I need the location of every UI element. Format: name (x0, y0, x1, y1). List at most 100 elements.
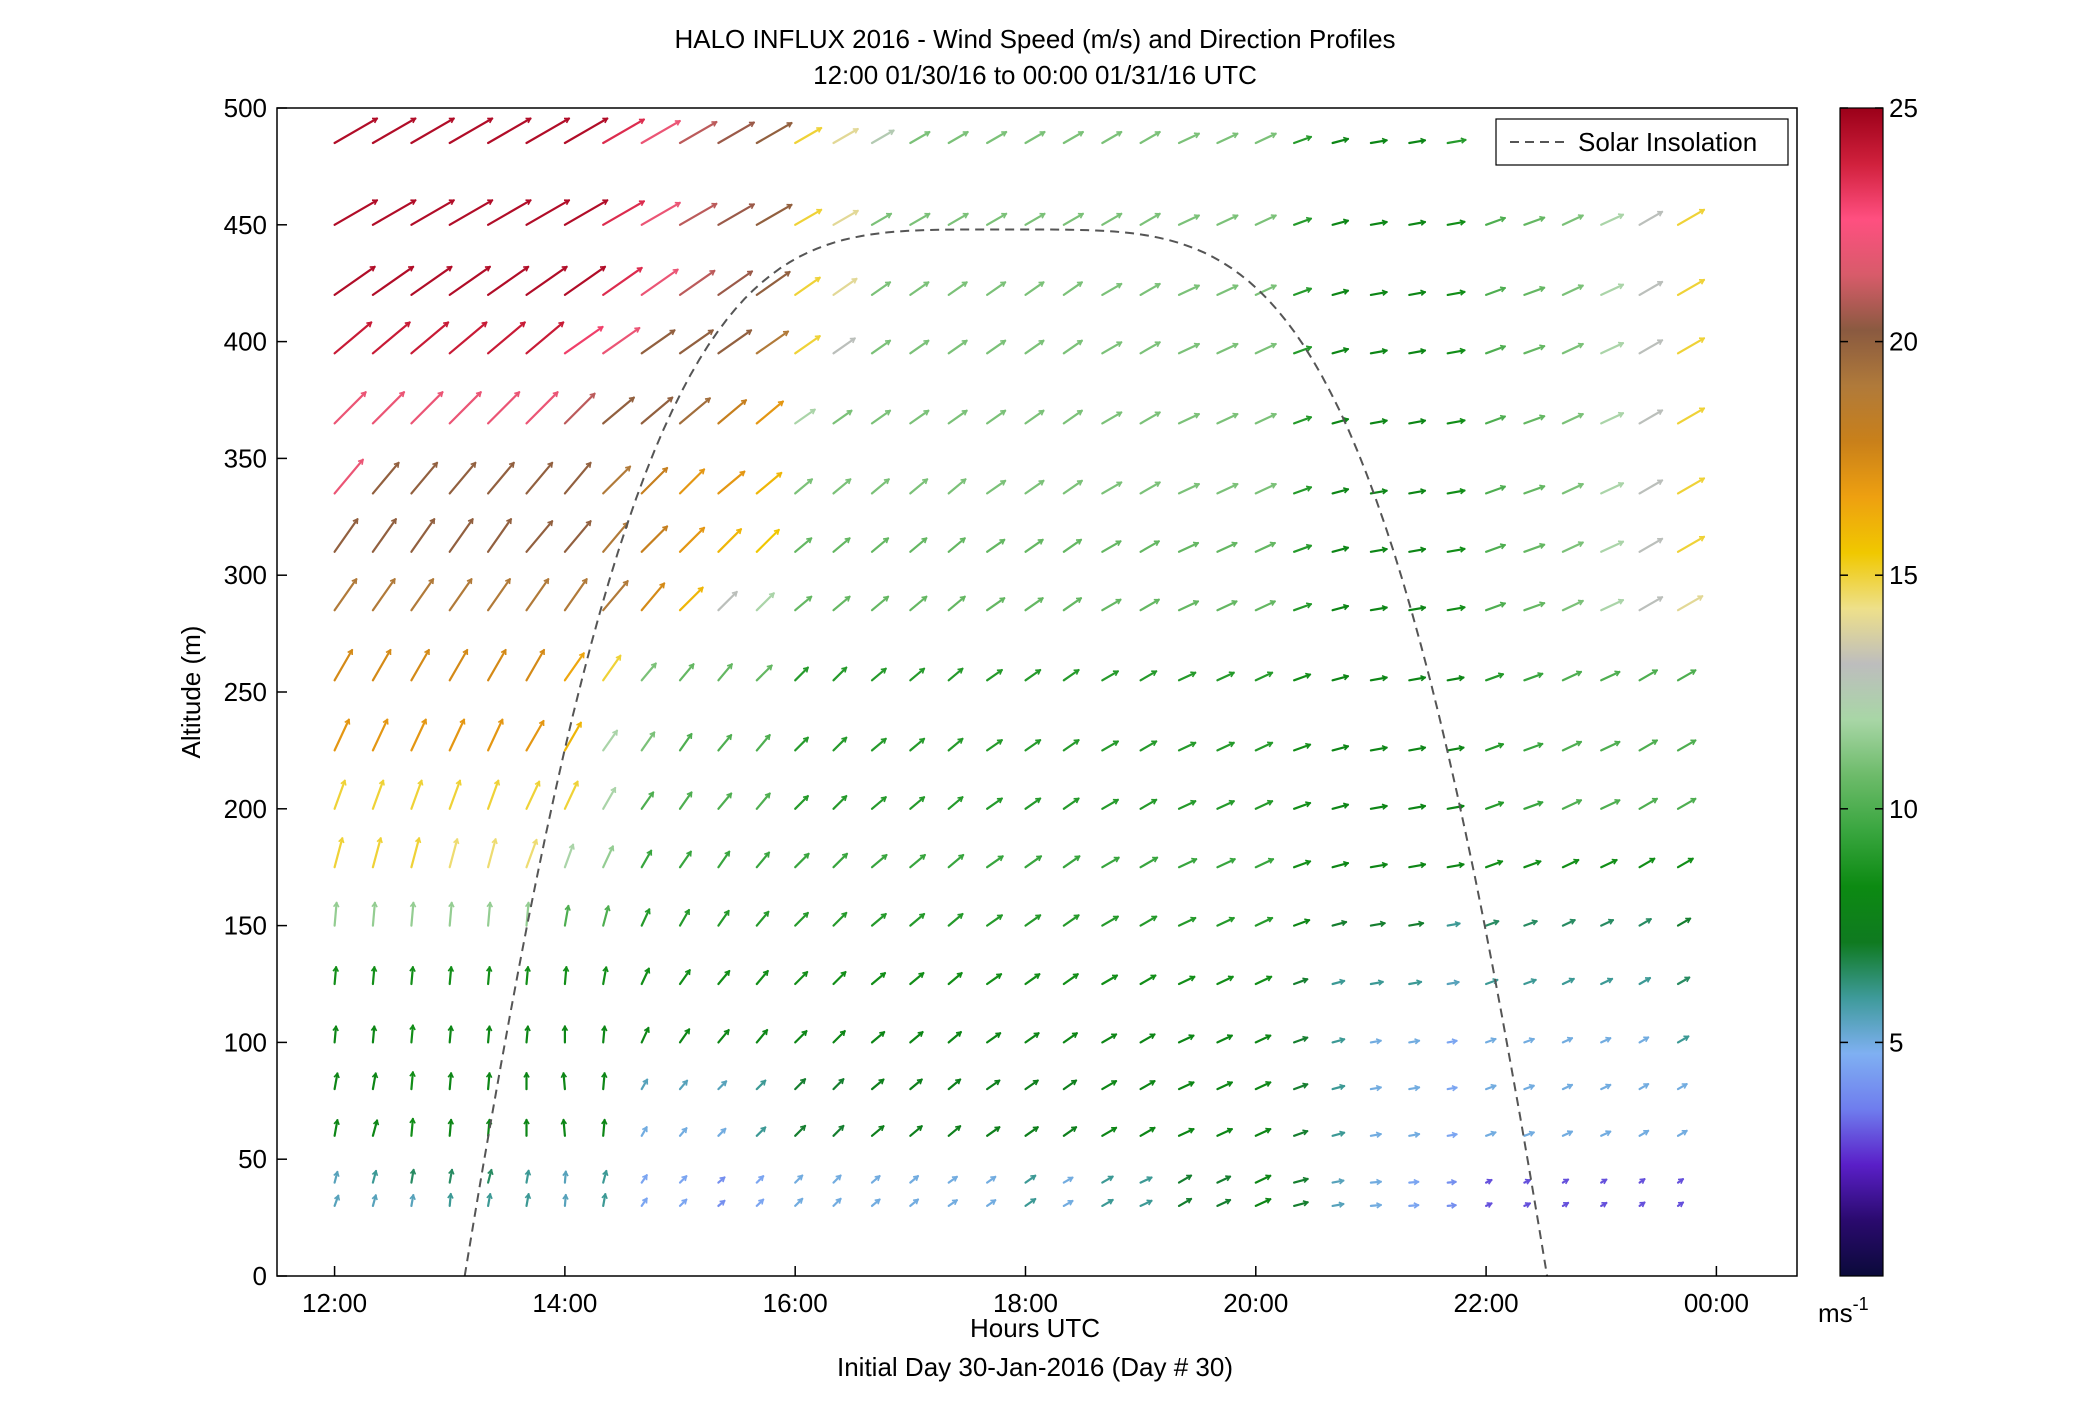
wind-arrow (1024, 668, 1042, 682)
wind-arrow-head (1576, 799, 1582, 802)
wind-arrow (1062, 1032, 1079, 1044)
wind-arrow-head (1499, 601, 1506, 605)
wind-arrow (794, 276, 821, 296)
wind-arrow (1216, 916, 1235, 927)
wind-arrow-head (955, 1125, 961, 1128)
wind-arrow (717, 203, 756, 226)
wind-arrow (1216, 413, 1239, 425)
wind-arrow-head (486, 1193, 491, 1199)
wind-arrow-head (878, 1078, 884, 1082)
wind-arrow (1446, 349, 1466, 355)
wind-arrow (1216, 741, 1235, 752)
wind-arrow-head (589, 392, 595, 396)
wind-arrow (1292, 346, 1313, 355)
wind-arrow (448, 648, 469, 682)
wind-arrow (602, 266, 643, 296)
wind-arrow (1139, 282, 1161, 296)
wind-arrow (1331, 1038, 1346, 1044)
wind-arrow (1139, 1176, 1153, 1184)
wind-arrow (1101, 670, 1120, 682)
wind-arrow-head (1342, 487, 1349, 491)
wind-arrow (563, 199, 609, 226)
wind-arrow (1600, 799, 1621, 810)
wind-arrow-head (955, 1031, 962, 1034)
wind-arrow (1484, 673, 1505, 682)
wind-arrow-head (1530, 978, 1536, 981)
wind-arrow (602, 1192, 607, 1208)
wind-arrow (1216, 483, 1239, 495)
wind-arrow-head (1614, 799, 1620, 802)
wind-arrow (1561, 342, 1584, 355)
wind-arrow (602, 905, 610, 927)
wind-arrow-head (601, 1026, 606, 1031)
wind-arrow-head (481, 321, 487, 324)
wind-arrow-head (1537, 742, 1543, 745)
wind-arrow (640, 1026, 650, 1044)
wind-arrow (1408, 606, 1427, 612)
wind-arrow (525, 901, 530, 927)
wind-arrow (1408, 746, 1427, 752)
wind-arrow-head (1342, 218, 1349, 222)
wind-arrow (1331, 348, 1350, 355)
wind-arrow (1676, 976, 1691, 986)
wind-arrow (755, 203, 793, 226)
y-tick-label: 450 (224, 210, 267, 240)
wind-arrow-head (1497, 742, 1504, 745)
wind-arrow-head (1229, 857, 1235, 860)
wind-arrow-head (601, 1119, 606, 1125)
wind-arrow (832, 337, 856, 355)
wind-arrow-head (519, 321, 525, 324)
wind-arrow (448, 265, 491, 296)
wind-arrow (487, 718, 504, 752)
chart-subtitle: 12:00 01/30/16 to 00:00 01/31/16 UTC (813, 60, 1257, 90)
wind-arrow-head (681, 1175, 687, 1179)
wind-arrow (602, 654, 622, 682)
wind-arrow (487, 321, 526, 355)
wind-arrow-head (797, 1198, 803, 1201)
wind-arrow-head (1232, 132, 1238, 135)
wind-arrow (1062, 668, 1080, 682)
wind-arrow-head (1460, 137, 1466, 141)
wind-arrow-head (524, 1193, 530, 1199)
wind-arrow-head (646, 850, 652, 854)
wind-arrow (1484, 216, 1507, 226)
wind-arrow (794, 1174, 804, 1184)
wind-arrow (640, 119, 681, 145)
wind-arrow (1638, 739, 1659, 752)
wind-arrow (448, 838, 459, 869)
wind-arrow (832, 409, 853, 425)
wind-arrow-head (719, 1200, 725, 1203)
wind-arrow (487, 199, 532, 226)
wind-arrow-head (806, 537, 812, 540)
wind-arrow-head (1459, 546, 1465, 550)
wind-arrow (371, 718, 389, 752)
wind-arrow (1216, 214, 1239, 226)
wind-arrow-head (1342, 860, 1349, 864)
wind-arrow-head (578, 652, 585, 657)
wind-arrow-head (1617, 482, 1624, 485)
wind-arrow-head (398, 391, 405, 395)
wind-arrow (1062, 1176, 1074, 1184)
wind-arrow (1331, 546, 1350, 553)
wind-arrow (487, 901, 492, 927)
wind-arrow (1523, 801, 1544, 810)
wind-arrow (410, 321, 450, 355)
wind-arrow-head (1193, 132, 1199, 135)
wind-arrow (1292, 1036, 1309, 1044)
wind-arrow (794, 478, 814, 495)
wind-arrow (448, 577, 473, 612)
wind-arrow-head (777, 400, 784, 404)
wind-arrow-head (1537, 800, 1543, 804)
y-tick-label: 100 (224, 1027, 267, 1057)
wind-arrow-head (1617, 341, 1624, 344)
wind-arrow (333, 1170, 339, 1184)
wind-arrow (909, 1030, 924, 1044)
wind-arrow-head (1265, 1034, 1271, 1037)
wind-arrow (1139, 1033, 1156, 1044)
wind-arrow-head (1192, 600, 1199, 603)
wind-arrow (1139, 670, 1158, 682)
wind-arrow-head (686, 850, 692, 855)
wind-arrow (371, 1169, 378, 1184)
wind-arrow-head (532, 839, 538, 844)
wind-arrow-head (768, 592, 774, 596)
